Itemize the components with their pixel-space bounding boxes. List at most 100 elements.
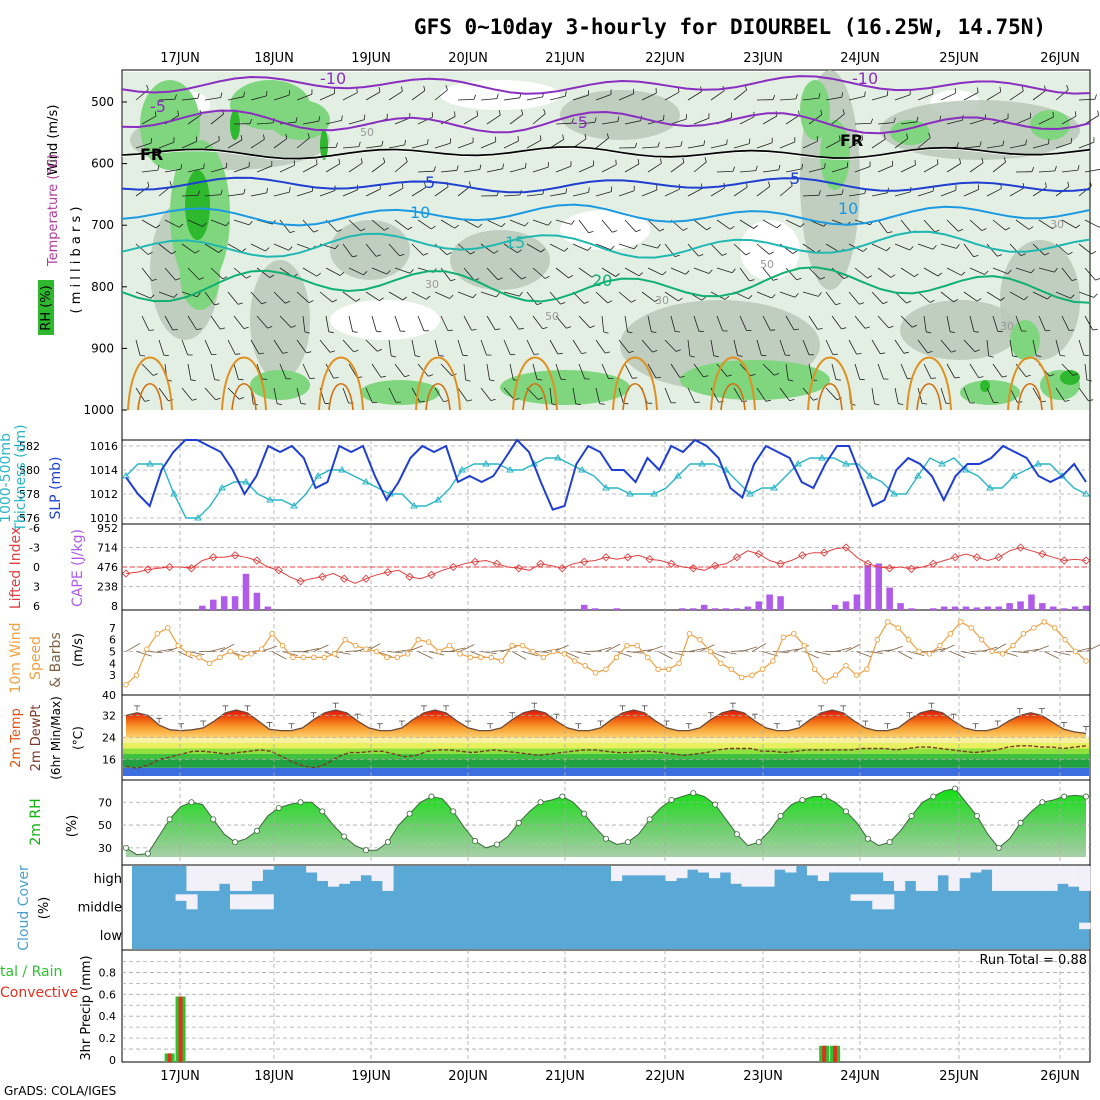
cloud-cell — [317, 866, 329, 881]
upper-wind-barb-flag — [594, 117, 597, 123]
upper-wind-barb-flag — [655, 376, 661, 379]
wind-speed-point — [488, 654, 494, 661]
upper-wind-barb-flag — [953, 298, 959, 303]
cape-bar — [1060, 608, 1068, 610]
upper-wind-barb-flag — [565, 91, 567, 97]
thickness-point — [938, 460, 946, 467]
upper-wind-barb — [440, 315, 449, 331]
cloud-cell — [981, 866, 993, 870]
upper-wind-barb — [141, 169, 158, 173]
upper-wind-barb — [871, 243, 887, 252]
upper-wind-barb — [279, 164, 295, 173]
thickness-point — [842, 460, 850, 467]
upper-wind-barb — [296, 339, 307, 354]
upper-wind-barb-flag — [603, 331, 609, 334]
upper-wind-barb — [831, 315, 842, 330]
upper-wind-barb — [595, 243, 612, 251]
upper-wind-barb-flag — [177, 110, 179, 116]
upper-wind-barb-flag — [841, 189, 844, 195]
surface-wind-barb — [981, 646, 998, 652]
upper-wind-barb — [802, 140, 818, 149]
upper-wind-barb-flag — [973, 255, 979, 258]
panel-axis-label: SLP (mb) — [48, 456, 64, 519]
upper-wind-barb — [963, 291, 978, 302]
surface-wind-barb — [689, 647, 706, 652]
upper-wind-barb-flag — [1075, 224, 1081, 229]
contour-label: -5 — [150, 97, 166, 116]
upper-wind-barb-flag — [401, 86, 403, 92]
upper-wind-barb-flag — [1049, 374, 1055, 377]
upper-wind-barb-flag — [861, 134, 864, 140]
upper-wind-barb-flag — [1048, 138, 1050, 144]
upper-wind-barb-flag — [409, 269, 414, 274]
contour-30-surface — [137, 382, 163, 411]
wind-speed-point — [749, 672, 755, 678]
upper-wind-barb-flag — [909, 246, 914, 251]
cape-bar — [711, 608, 719, 610]
wind-speed-point — [425, 639, 432, 645]
upper-wind-barb — [578, 267, 593, 278]
contour-25-surface — [221, 356, 267, 411]
upper-wind-barb — [302, 219, 314, 233]
lifted-line — [125, 546, 1087, 584]
upper-wind-barb-flag — [882, 301, 888, 305]
temperature-line — [125, 709, 1087, 735]
upper-wind-barb — [854, 219, 871, 226]
upper-wind-barb — [900, 315, 913, 328]
upper-wind-barb-flag — [220, 189, 223, 195]
lifted-point — [841, 543, 851, 552]
upper-wind-barb-flag — [749, 279, 755, 282]
upper-wind-barb — [296, 387, 302, 404]
lifted-point — [863, 559, 872, 568]
cloud-level-label: low — [100, 929, 123, 944]
cape-bar — [973, 607, 981, 610]
rh-point — [472, 838, 479, 845]
upper-wind-barb — [871, 192, 888, 197]
cloud-cell — [937, 866, 949, 876]
wind-speed-point — [498, 658, 505, 664]
contour-freezing-inner — [121, 147, 1091, 161]
upper-wind-barb — [256, 165, 272, 173]
wind-speed-point — [634, 642, 641, 649]
upper-wind-barb-flag — [976, 298, 982, 302]
upper-wind-barb — [135, 339, 141, 356]
upper-wind-barb — [647, 363, 657, 379]
rh-legend-swatch — [38, 280, 54, 335]
upper-wind-barb-flag — [862, 247, 868, 252]
chart-title: GFS 0~10day 3-hourly for DIOURBEL (16.25… — [414, 15, 1046, 39]
upper-wind-barb — [480, 141, 496, 149]
rh-axis-label: RH (%) — [39, 285, 54, 330]
cape-bar — [220, 596, 228, 610]
cape-bar — [1082, 605, 1090, 610]
upper-wind-barb — [273, 339, 284, 354]
rh-axis-label: 2m RH — [28, 798, 44, 845]
contour-label: 50 — [545, 310, 559, 323]
upper-wind-barb — [164, 219, 180, 228]
upper-wind-barb — [555, 165, 572, 173]
cape-bar — [853, 594, 861, 610]
upper-wind-barb — [365, 339, 378, 352]
cloud-cell — [251, 866, 263, 881]
upper-wind-barb-flag — [708, 269, 713, 274]
upper-wind-barb-flag — [774, 372, 780, 376]
upper-wind-barb-flag — [1020, 253, 1026, 257]
pressure-axis-label: ( m i l l i b a r s ) — [69, 207, 84, 314]
surface-wind-barb — [313, 644, 329, 652]
upper-wind-barb-flag — [1088, 399, 1094, 402]
wind-speed-point — [791, 631, 797, 637]
upper-wind-barb — [164, 168, 181, 173]
upper-wind-barb — [756, 291, 772, 299]
upper-wind-barb-flag — [360, 158, 363, 164]
wind-speed-point — [227, 648, 234, 655]
upper-wind-barb — [417, 315, 425, 331]
contour-minus5 — [121, 109, 1091, 135]
surface-wind-barb — [1044, 651, 1059, 659]
thickness-point — [1082, 490, 1090, 497]
upper-wind-barb-flag — [973, 331, 979, 333]
wind-speed-point — [958, 619, 964, 625]
upper-wind-barb-flag — [220, 327, 226, 330]
upper-wind-barb-flag — [1003, 157, 1006, 163]
rh-point — [603, 835, 610, 842]
upper-wind-barb — [848, 291, 860, 305]
upper-wind-barb-flag — [215, 397, 221, 401]
